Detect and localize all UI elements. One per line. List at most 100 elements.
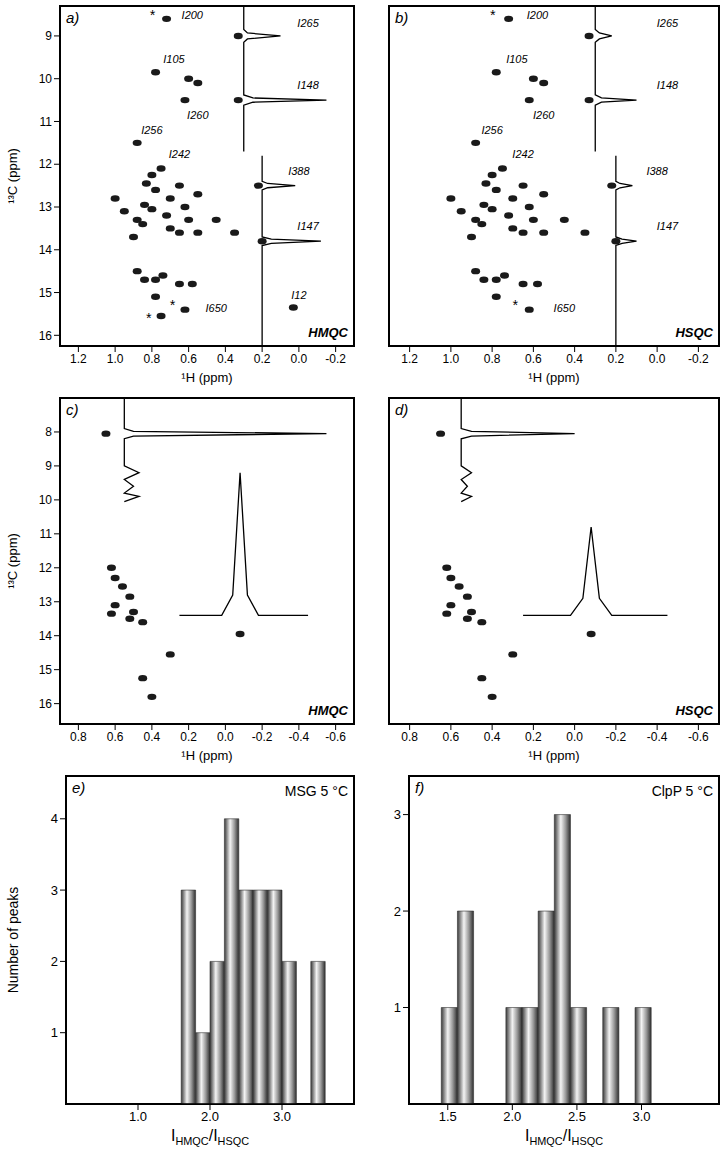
svg-text:10: 10 bbox=[39, 72, 53, 86]
svg-text:4: 4 bbox=[51, 811, 58, 826]
html-text:IHMQC/ IHSQC: IHMQC/ IHSQC bbox=[171, 1127, 249, 1148]
svg-text:1: 1 bbox=[394, 1000, 401, 1015]
svg-text:-0.4: -0.4 bbox=[647, 730, 668, 744]
svg-text:16: 16 bbox=[39, 697, 53, 711]
svg-text:3.0: 3.0 bbox=[632, 1109, 650, 1124]
svg-text:I148: I148 bbox=[297, 79, 319, 91]
svg-text:0.4: 0.4 bbox=[484, 730, 501, 744]
svg-text:-0.6: -0.6 bbox=[325, 730, 346, 744]
html-text:¹H (ppm): ¹H (ppm) bbox=[181, 370, 233, 385]
html-text:HMQC: HMQC bbox=[308, 325, 348, 340]
html-text:IHMQC/ IHSQC: IHMQC/ IHSQC bbox=[525, 1127, 603, 1148]
svg-text:I200: I200 bbox=[527, 9, 549, 21]
svg-text:12: 12 bbox=[39, 157, 53, 171]
svg-text:3: 3 bbox=[51, 883, 58, 898]
svg-text:I265: I265 bbox=[297, 17, 319, 29]
svg-text:11: 11 bbox=[40, 115, 53, 129]
svg-text:0.2: 0.2 bbox=[525, 730, 542, 744]
svg-text:-0.2: -0.2 bbox=[252, 730, 273, 744]
html-text:HSQC: HSQC bbox=[675, 325, 713, 340]
svg-text:2.5: 2.5 bbox=[568, 1109, 586, 1124]
svg-text:0.6: 0.6 bbox=[525, 352, 542, 366]
svg-text:*: * bbox=[145, 310, 151, 326]
svg-text:0.2: 0.2 bbox=[180, 730, 197, 744]
svg-text:3.0: 3.0 bbox=[273, 1109, 291, 1124]
html-text:MSG 5 °C: MSG 5 °C bbox=[284, 783, 348, 799]
svg-text:I242: I242 bbox=[512, 148, 533, 160]
svg-text:15: 15 bbox=[39, 663, 53, 677]
svg-text:0.0: 0.0 bbox=[566, 730, 583, 744]
svg-text:*: * bbox=[512, 297, 518, 313]
svg-text:-0.4: -0.4 bbox=[289, 730, 310, 744]
svg-text:0.0: 0.0 bbox=[291, 352, 308, 366]
svg-text:*: * bbox=[169, 297, 175, 313]
svg-text:I650: I650 bbox=[205, 302, 227, 314]
svg-text:0.6: 0.6 bbox=[180, 352, 197, 366]
svg-text:0.6: 0.6 bbox=[443, 730, 460, 744]
svg-text:I242: I242 bbox=[169, 148, 190, 160]
svg-text:-0.2: -0.2 bbox=[606, 730, 627, 744]
svg-text:1: 1 bbox=[51, 1025, 58, 1040]
svg-text:8: 8 bbox=[45, 425, 52, 439]
svg-text:0.6: 0.6 bbox=[107, 730, 124, 744]
html-text:ClpP 5 °C: ClpP 5 °C bbox=[651, 783, 713, 799]
svg-text:0.4: 0.4 bbox=[217, 352, 234, 366]
html-text:¹³C (ppm): ¹³C (ppm) bbox=[5, 148, 20, 204]
svg-text:I105: I105 bbox=[163, 53, 185, 65]
html-text:¹H (ppm): ¹H (ppm) bbox=[528, 370, 580, 385]
svg-text:16: 16 bbox=[39, 329, 53, 343]
svg-text:2: 2 bbox=[51, 954, 58, 969]
svg-text:-0.6: -0.6 bbox=[688, 730, 709, 744]
html-text:HMQC: HMQC bbox=[308, 703, 348, 718]
html-text:Number of peaks: Number of peaks bbox=[5, 886, 21, 994]
svg-text:12: 12 bbox=[39, 561, 53, 575]
svg-text:0.2: 0.2 bbox=[254, 352, 271, 366]
svg-text:-0.2: -0.2 bbox=[325, 352, 346, 366]
svg-text:I105: I105 bbox=[506, 53, 528, 65]
svg-text:0.8: 0.8 bbox=[484, 352, 501, 366]
svg-text:I147: I147 bbox=[297, 220, 319, 232]
svg-text:0.8: 0.8 bbox=[401, 730, 418, 744]
svg-text:0.2: 0.2 bbox=[608, 352, 625, 366]
svg-text:9: 9 bbox=[45, 29, 52, 43]
svg-text:14: 14 bbox=[39, 629, 53, 643]
svg-text:15: 15 bbox=[39, 286, 53, 300]
svg-text:9: 9 bbox=[45, 459, 52, 473]
svg-text:10: 10 bbox=[39, 493, 53, 507]
svg-text:I260: I260 bbox=[533, 109, 555, 121]
svg-text:13: 13 bbox=[39, 595, 53, 609]
svg-text:I256: I256 bbox=[481, 124, 503, 136]
svg-text:*: * bbox=[489, 7, 495, 23]
svg-text:I12: I12 bbox=[291, 289, 306, 301]
svg-text:I147: I147 bbox=[657, 220, 679, 232]
svg-text:14: 14 bbox=[39, 243, 53, 257]
svg-text:-0.2: -0.2 bbox=[688, 352, 709, 366]
svg-text:2.0: 2.0 bbox=[503, 1109, 521, 1124]
svg-text:I388: I388 bbox=[288, 165, 310, 177]
svg-text:I650: I650 bbox=[554, 302, 576, 314]
svg-text:0.0: 0.0 bbox=[217, 730, 234, 744]
svg-text:0.4: 0.4 bbox=[144, 730, 161, 744]
svg-text:0.8: 0.8 bbox=[144, 352, 161, 366]
svg-text:11: 11 bbox=[40, 527, 53, 541]
svg-text:I260: I260 bbox=[187, 109, 209, 121]
svg-text:1.0: 1.0 bbox=[107, 352, 124, 366]
svg-text:I256: I256 bbox=[141, 124, 163, 136]
svg-text:0.0: 0.0 bbox=[649, 352, 666, 366]
svg-text:3: 3 bbox=[394, 807, 401, 822]
svg-text:0.4: 0.4 bbox=[566, 352, 583, 366]
svg-text:0.8: 0.8 bbox=[70, 730, 87, 744]
svg-text:I265: I265 bbox=[657, 17, 679, 29]
svg-text:I388: I388 bbox=[646, 165, 668, 177]
svg-text:1.2: 1.2 bbox=[401, 352, 418, 366]
svg-text:13: 13 bbox=[39, 200, 53, 214]
svg-text:1.0: 1.0 bbox=[129, 1109, 147, 1124]
svg-text:1.2: 1.2 bbox=[70, 352, 87, 366]
svg-text:1.5: 1.5 bbox=[439, 1109, 457, 1124]
svg-text:I148: I148 bbox=[657, 79, 679, 91]
svg-text:2.0: 2.0 bbox=[201, 1109, 219, 1124]
svg-text:2: 2 bbox=[394, 904, 401, 919]
svg-text:I200: I200 bbox=[182, 9, 204, 21]
svg-text:1.0: 1.0 bbox=[443, 352, 460, 366]
svg-text:*: * bbox=[149, 7, 155, 23]
